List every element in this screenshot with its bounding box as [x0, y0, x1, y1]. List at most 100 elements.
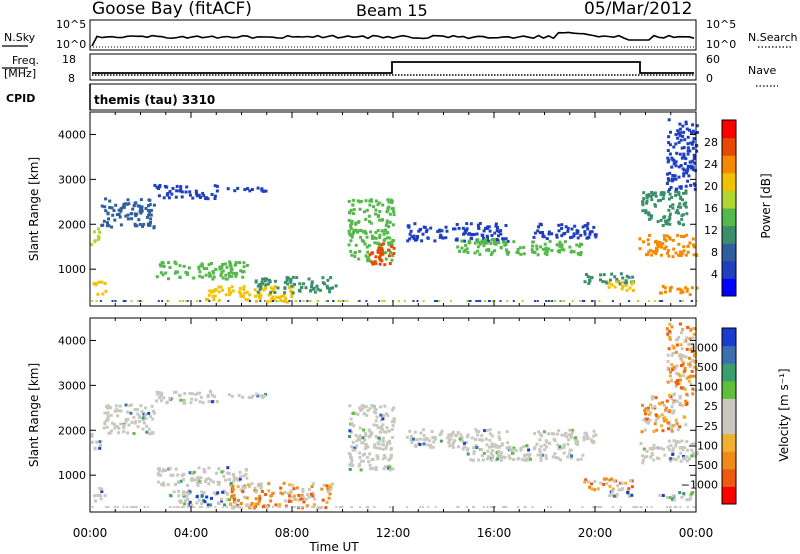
data-cell	[675, 151, 679, 155]
data-cell	[673, 506, 676, 508]
data-cell	[674, 384, 678, 388]
data-cell	[691, 146, 695, 150]
data-cell	[693, 352, 697, 356]
data-cell	[306, 493, 309, 497]
data-cell	[644, 211, 648, 215]
data-cell	[209, 390, 213, 394]
colorbar-segment	[722, 225, 736, 244]
data-cell	[539, 453, 543, 457]
data-cell	[188, 471, 192, 475]
data-cell	[661, 300, 664, 302]
data-cell	[408, 237, 412, 241]
data-cell	[212, 480, 216, 484]
data-cell	[349, 461, 353, 465]
data-cell	[367, 214, 371, 218]
data-cell	[213, 288, 217, 292]
data-cell	[177, 489, 181, 493]
data-cell	[374, 208, 378, 212]
data-cell	[499, 246, 503, 250]
data-cell	[153, 183, 157, 187]
data-cell	[491, 454, 495, 458]
data-cell	[256, 186, 260, 190]
data-cell	[391, 436, 394, 439]
data-cell	[671, 351, 675, 355]
data-cell	[618, 282, 622, 286]
data-cell	[365, 208, 369, 212]
velocity-data	[90, 322, 699, 510]
data-cell	[619, 506, 622, 508]
data-cell	[591, 300, 594, 302]
data-cell	[480, 434, 484, 438]
data-cell	[94, 282, 98, 285]
data-cell	[501, 237, 505, 241]
data-cell	[447, 440, 451, 444]
data-cell	[328, 488, 332, 492]
data-cell	[534, 300, 537, 302]
data-cell	[649, 446, 653, 450]
data-cell	[95, 440, 99, 444]
data-cell	[695, 124, 699, 128]
data-cell	[536, 253, 540, 257]
data-cell	[651, 192, 655, 196]
data-cell	[645, 200, 649, 203]
data-cell	[218, 501, 221, 505]
data-cell	[168, 466, 172, 470]
data-cell	[161, 261, 165, 265]
data-cell	[390, 207, 394, 211]
data-cell	[262, 288, 266, 292]
data-cell	[378, 233, 382, 237]
data-cell	[217, 483, 221, 487]
data-cell	[256, 290, 260, 294]
data-cell	[684, 157, 688, 161]
data-cell	[676, 428, 680, 432]
data-cell	[445, 229, 449, 233]
data-cell	[388, 439, 391, 443]
data-cell	[116, 409, 120, 413]
data-cell	[146, 209, 150, 212]
data-cell	[386, 206, 390, 210]
data-cell	[475, 300, 478, 302]
data-cell	[364, 434, 368, 438]
data-cell	[162, 396, 166, 400]
data-cell	[185, 185, 189, 189]
data-cell	[179, 185, 183, 189]
data-cell	[107, 217, 110, 221]
data-cell	[482, 229, 486, 233]
data-cell	[261, 395, 265, 399]
data-cell	[376, 250, 380, 254]
data-cell	[287, 500, 291, 503]
data-cell	[141, 224, 144, 228]
data-cell	[250, 506, 253, 508]
data-cell	[673, 177, 677, 181]
data-cell	[544, 246, 548, 250]
data-cell	[679, 234, 683, 238]
data-cell	[105, 506, 108, 508]
data-cell	[666, 409, 670, 413]
data-cell	[359, 459, 363, 463]
data-cell	[686, 146, 690, 150]
data-cell	[594, 433, 598, 437]
data-cell	[438, 229, 442, 233]
data-cell	[449, 434, 453, 438]
data-cell	[691, 140, 695, 144]
data-cell	[279, 486, 283, 490]
data-cell	[674, 458, 678, 462]
data-cell	[228, 275, 231, 279]
data-cell	[410, 235, 414, 239]
data-cell	[680, 217, 684, 221]
data-cell	[366, 259, 370, 263]
data-cell	[681, 124, 685, 128]
data-cell	[135, 506, 138, 508]
data-cell	[557, 447, 561, 451]
data-cell	[486, 239, 489, 242]
data-cell	[184, 499, 187, 503]
data-cell	[641, 200, 645, 204]
data-cell	[679, 378, 682, 382]
data-cell	[279, 299, 283, 302]
data-cell	[412, 237, 416, 241]
data-cell	[370, 404, 374, 407]
data-cell	[427, 506, 430, 508]
data-cell	[491, 449, 495, 452]
data-cell	[652, 446, 656, 450]
